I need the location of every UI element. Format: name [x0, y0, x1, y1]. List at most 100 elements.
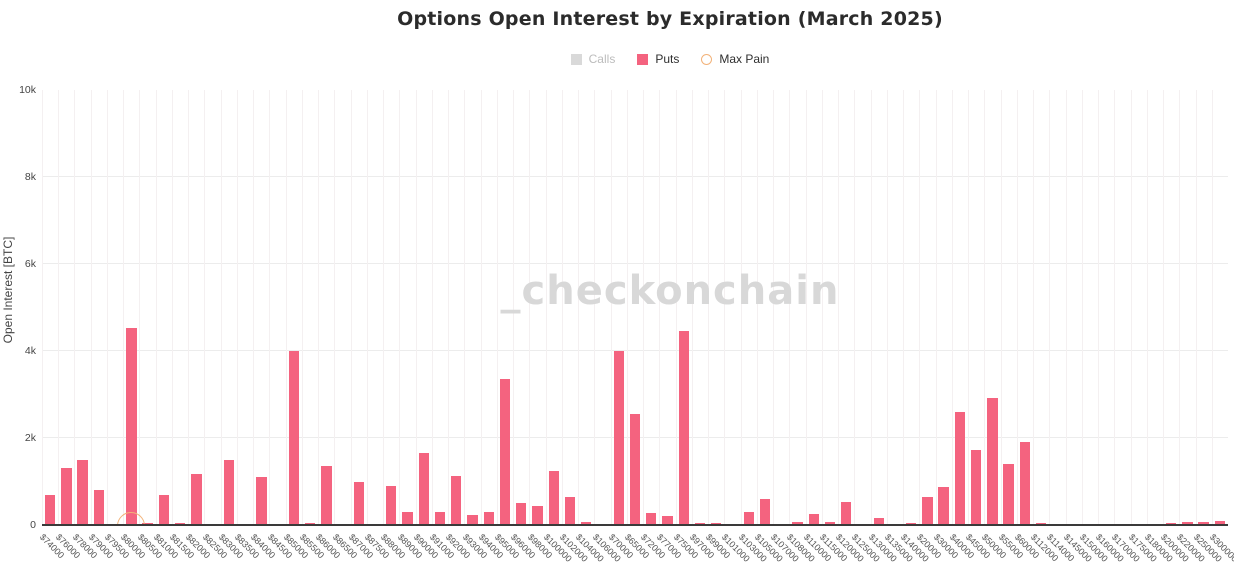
- put-bar[interactable]: [824, 521, 836, 525]
- put-bar[interactable]: [629, 414, 641, 525]
- put-bar[interactable]: [386, 485, 397, 525]
- put-bar[interactable]: [905, 522, 917, 525]
- put-bar[interactable]: [922, 497, 933, 525]
- gridline-v: [545, 90, 547, 525]
- put-bar[interactable]: [1182, 522, 1193, 525]
- put-bar[interactable]: [44, 494, 56, 525]
- gridline-v: [561, 90, 563, 525]
- put-bar[interactable]: [402, 511, 413, 525]
- gridline-v: [1000, 90, 1002, 525]
- put-bar[interactable]: [841, 501, 852, 525]
- y-tick-label: 8k: [24, 171, 36, 183]
- put-bar[interactable]: [987, 397, 998, 525]
- put-bar[interactable]: [467, 515, 478, 525]
- gridline-v: [513, 90, 515, 525]
- put-bar[interactable]: [61, 468, 72, 525]
- gridline-v: [838, 90, 840, 525]
- gridline-v: [724, 90, 726, 525]
- put-bar[interactable]: [970, 449, 982, 525]
- gridline-v: [659, 90, 661, 525]
- put-bar[interactable]: [158, 495, 170, 525]
- legend-label-puts: Puts: [655, 52, 680, 66]
- gridline-v: [708, 90, 710, 525]
- gridline-v: [1195, 90, 1197, 525]
- gridline-v: [610, 90, 612, 525]
- put-bar[interactable]: [873, 518, 884, 525]
- put-bar[interactable]: [499, 379, 511, 525]
- gridline-v: [1114, 90, 1116, 525]
- gridline-v: [123, 90, 125, 525]
- put-bar[interactable]: [321, 466, 332, 525]
- gridline-v: [984, 90, 986, 525]
- gridline-v: [204, 90, 206, 525]
- gridline-v: [756, 90, 758, 525]
- legend-item-puts[interactable]: Puts: [637, 52, 679, 66]
- gridline-v: [236, 90, 238, 525]
- gridline-v: [285, 90, 287, 525]
- put-bar[interactable]: [759, 499, 771, 525]
- put-bar[interactable]: [191, 473, 202, 525]
- put-bar[interactable]: [1198, 522, 1209, 525]
- put-bar[interactable]: [451, 476, 462, 525]
- y-tick-label: 4k: [24, 345, 36, 357]
- gridline-v: [740, 90, 742, 525]
- put-bar[interactable]: [126, 328, 137, 525]
- put-bar[interactable]: [77, 459, 88, 525]
- gridline-v: [58, 90, 60, 525]
- y-tick-label: 10k: [19, 84, 36, 96]
- put-bar[interactable]: [662, 515, 673, 525]
- put-bar[interactable]: [174, 522, 186, 525]
- put-bar[interactable]: [743, 511, 754, 525]
- legend-item-maxpain[interactable]: Max Pain: [701, 52, 769, 66]
- put-bar[interactable]: [1019, 442, 1031, 525]
- gridline-v: [1049, 90, 1051, 525]
- y-tick-label: 0: [30, 519, 36, 531]
- legend-item-calls[interactable]: Calls: [570, 52, 615, 66]
- put-bar[interactable]: [418, 453, 429, 525]
- put-bar[interactable]: [93, 490, 105, 525]
- gridline-v: [253, 90, 255, 525]
- gridline-v: [1146, 90, 1148, 525]
- put-bar[interactable]: [792, 521, 803, 525]
- legend: Calls Puts Max Pain: [77, 52, 1234, 66]
- gridline-v: [578, 90, 580, 525]
- put-bar[interactable]: [646, 513, 657, 525]
- put-bar[interactable]: [808, 514, 819, 525]
- gridline-v: [350, 90, 352, 525]
- gridline-v: [188, 90, 190, 525]
- gridline-v: [821, 90, 823, 525]
- put-bar[interactable]: [1214, 521, 1226, 525]
- put-bar[interactable]: [564, 497, 576, 525]
- put-bar[interactable]: [581, 521, 592, 525]
- put-bar[interactable]: [954, 411, 966, 525]
- gridline-v: [529, 90, 531, 525]
- put-bar[interactable]: [142, 522, 153, 525]
- gridline-v: [691, 90, 693, 525]
- put-bar[interactable]: [1003, 464, 1014, 525]
- legend-label-maxpain: Max Pain: [719, 52, 770, 66]
- gridline-v: [464, 90, 466, 525]
- put-bar[interactable]: [678, 331, 689, 525]
- gridline-v: [171, 90, 173, 525]
- put-bar[interactable]: [288, 351, 299, 525]
- put-bar[interactable]: [532, 505, 543, 525]
- gridline-v: [626, 90, 628, 525]
- gridline-v: [1081, 90, 1083, 525]
- gridline-v: [594, 90, 596, 525]
- put-bar[interactable]: [516, 503, 527, 525]
- put-bar[interactable]: [613, 351, 624, 525]
- put-bar[interactable]: [938, 487, 949, 525]
- plot-area: [42, 90, 1228, 525]
- put-bar[interactable]: [548, 470, 559, 525]
- put-bar[interactable]: [223, 459, 235, 525]
- gridline-h: [42, 263, 1228, 264]
- put-bar[interactable]: [434, 511, 446, 525]
- x-axis-tick-labels: $74000 $76000 $78000 $79000 $79500 $80000 $805…: [38, 530, 1234, 572]
- gridline-v: [448, 90, 450, 525]
- put-bar[interactable]: [256, 477, 267, 525]
- put-bar[interactable]: [483, 511, 494, 525]
- put-bar[interactable]: [353, 481, 364, 525]
- put-bar[interactable]: [711, 522, 722, 525]
- gridline-v: [496, 90, 498, 525]
